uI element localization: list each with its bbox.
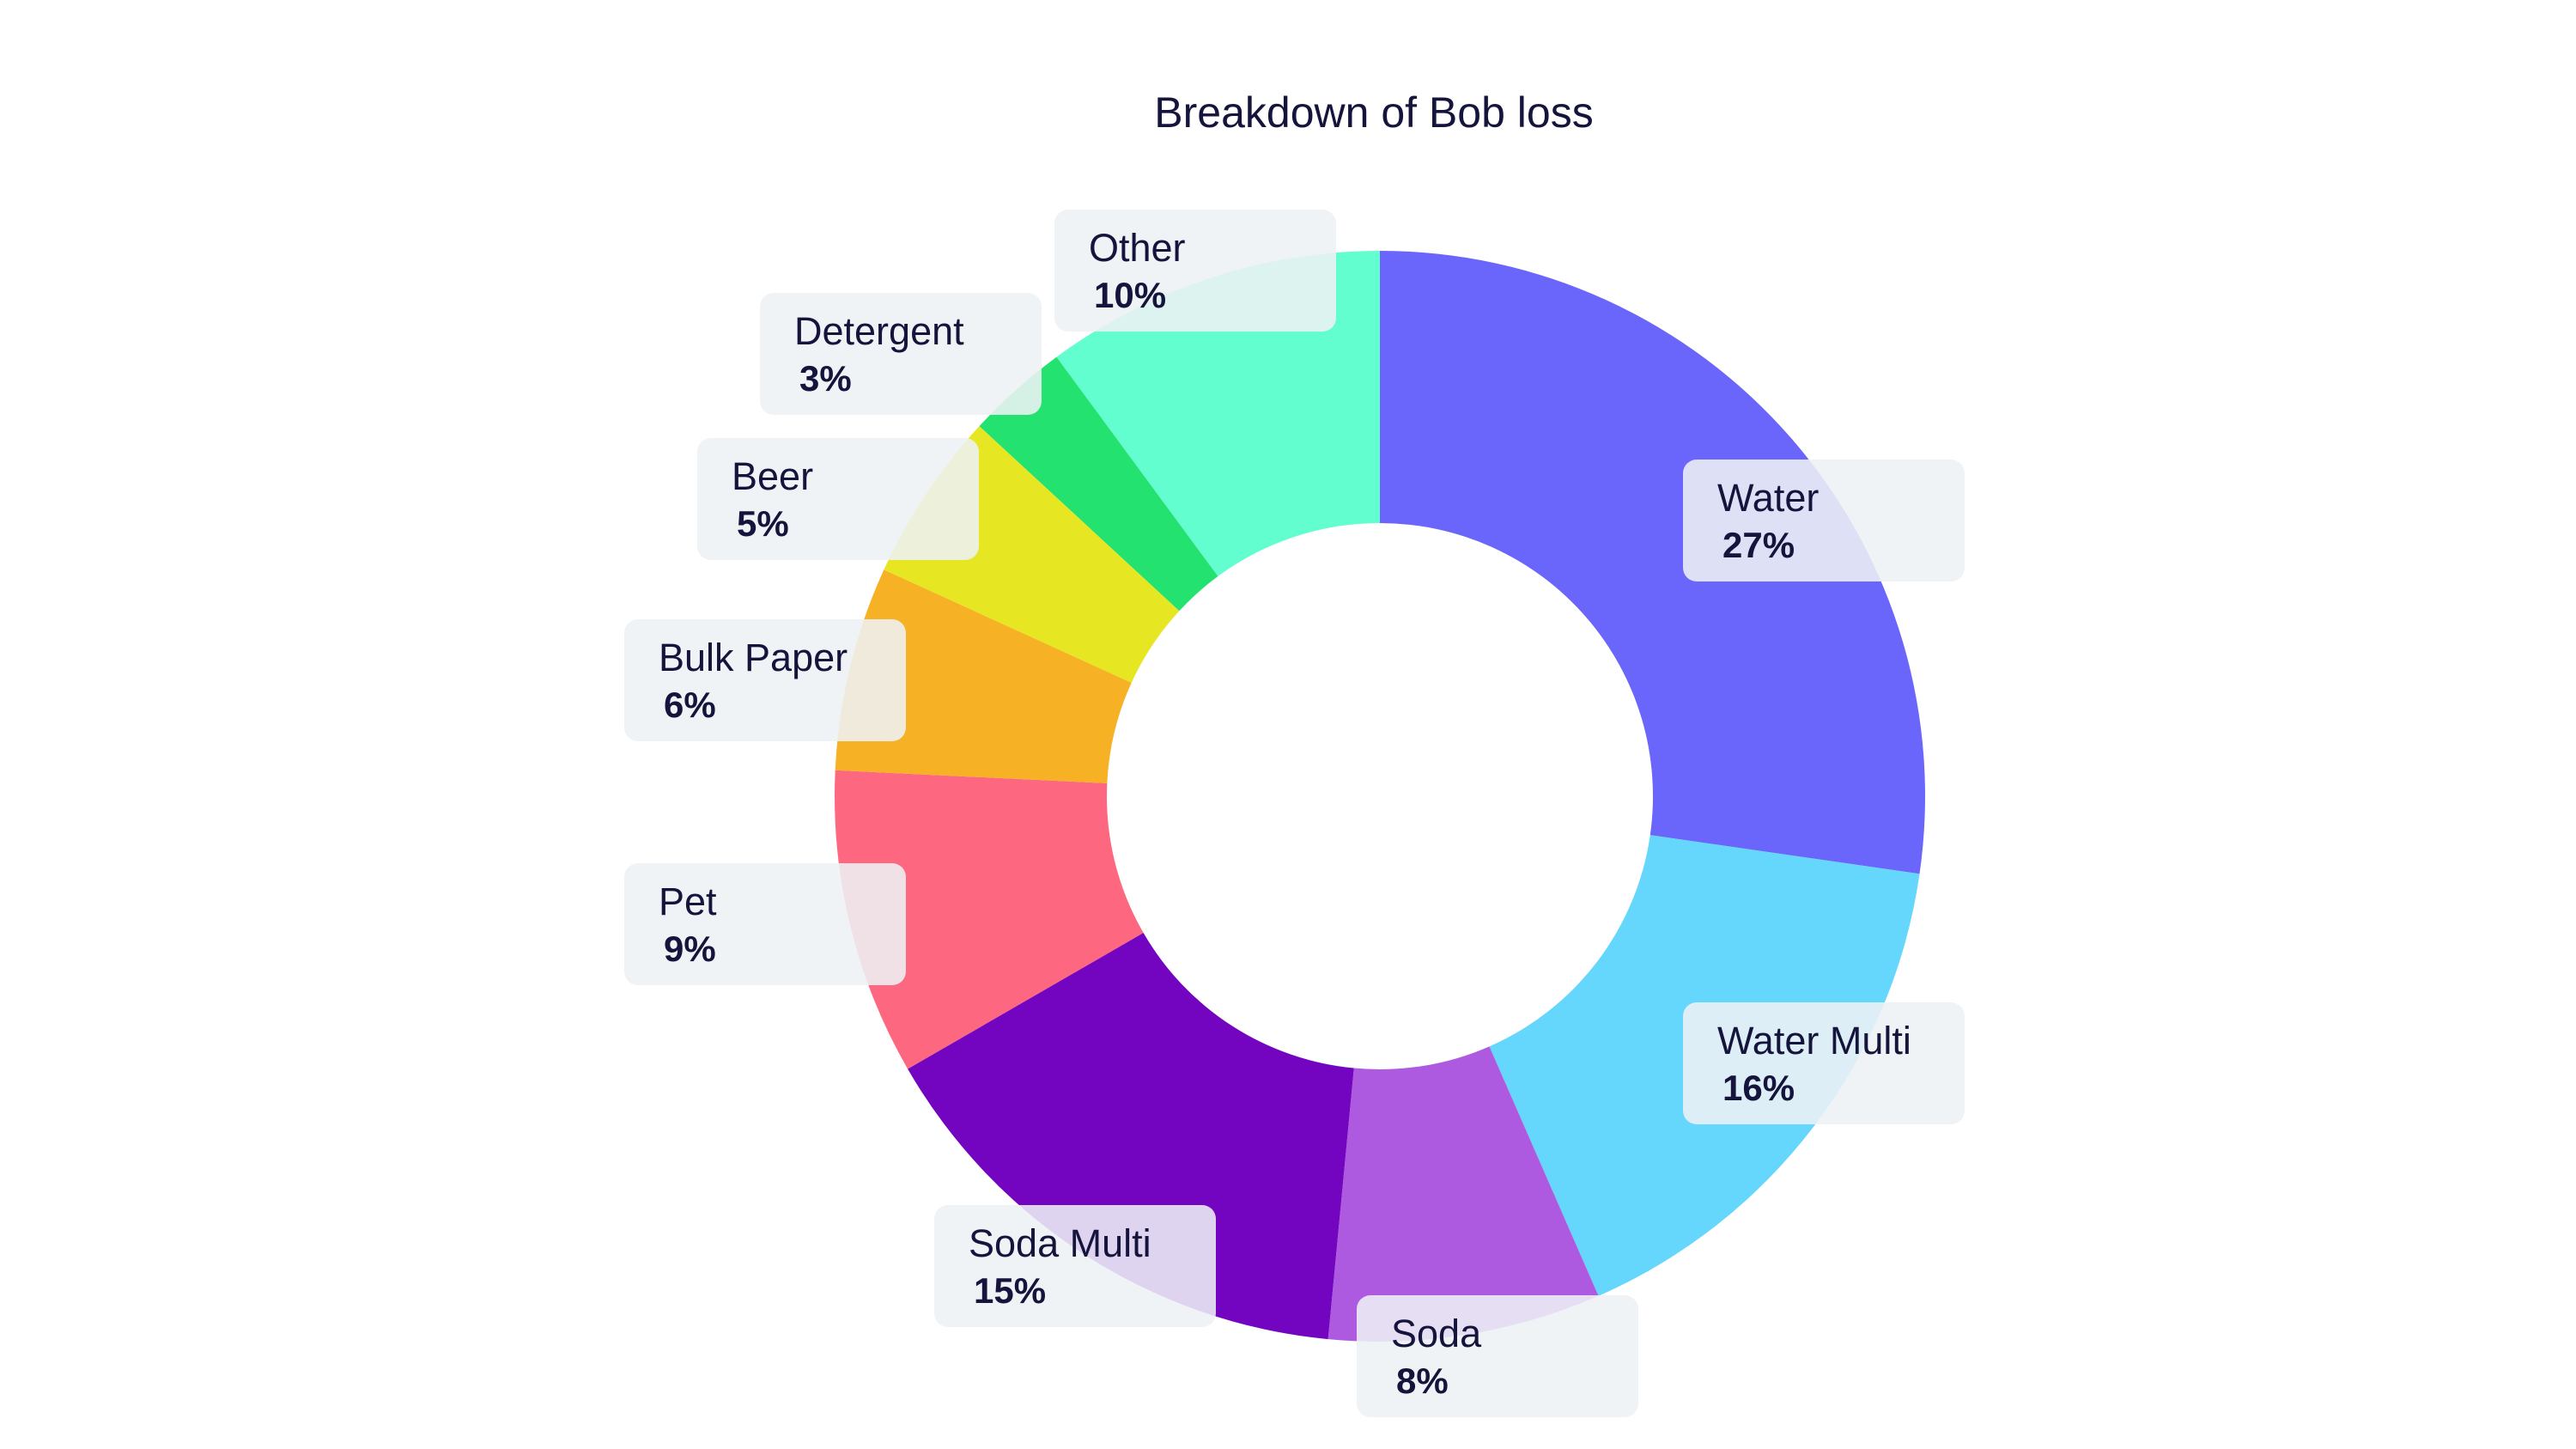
slice-value: 6% xyxy=(664,685,716,725)
data-label-beer: Beer 5% xyxy=(697,438,979,560)
data-label-bulk-paper: Bulk Paper 6% xyxy=(624,619,906,741)
slice-pet[interactable] xyxy=(834,770,1144,1069)
label-card xyxy=(624,863,906,985)
data-label-water: Water 27% xyxy=(1683,460,1965,581)
slice-label: Soda xyxy=(1391,1312,1482,1355)
slice-label: Water Multi xyxy=(1717,1019,1911,1062)
slice-value: 8% xyxy=(1396,1361,1449,1401)
label-card xyxy=(697,438,979,560)
label-card xyxy=(1357,1295,1638,1417)
chart-title: Breakdown of Bob loss xyxy=(1154,88,1593,137)
slice-value: 5% xyxy=(737,503,789,544)
slice-label: Pet xyxy=(659,880,717,923)
label-card xyxy=(624,619,906,741)
slice-value: 9% xyxy=(664,928,716,969)
slice-value: 3% xyxy=(799,358,852,399)
slice-bulk-paper[interactable] xyxy=(835,569,1132,783)
slice-label: Other xyxy=(1089,226,1186,270)
slice-other[interactable] xyxy=(1056,251,1380,576)
label-card xyxy=(934,1205,1216,1327)
slice-value: 27% xyxy=(1722,525,1795,565)
labels-layer: Water 27% Water Multi 16% Soda 8% Soda Multi 15… xyxy=(624,210,1965,1417)
label-card xyxy=(1683,460,1965,581)
slice-value: 15% xyxy=(974,1270,1046,1311)
label-card xyxy=(1054,210,1336,332)
slice-label: Beer xyxy=(732,454,813,498)
slice-value: 10% xyxy=(1094,275,1166,315)
data-label-pet: Pet 9% xyxy=(624,863,906,985)
slice-label: Bulk Paper xyxy=(659,636,848,679)
slice-label: Water xyxy=(1717,476,1819,520)
data-label-other: Other 10% xyxy=(1054,210,1336,332)
data-label-detergent: Detergent 3% xyxy=(760,293,1042,415)
label-card xyxy=(1683,1002,1965,1124)
slice-soda-multi[interactable] xyxy=(908,933,1354,1340)
data-label-soda-multi: Soda Multi 15% xyxy=(934,1205,1216,1327)
slice-value: 16% xyxy=(1722,1068,1795,1108)
slice-label: Detergent xyxy=(794,309,964,353)
slice-water[interactable] xyxy=(1380,251,1925,874)
data-label-soda: Soda 8% xyxy=(1357,1295,1638,1417)
slice-label: Soda Multi xyxy=(969,1221,1151,1265)
data-label-water-multi: Water Multi 16% xyxy=(1683,1002,1965,1124)
slice-soda[interactable] xyxy=(1327,1046,1599,1342)
label-card xyxy=(760,293,1042,415)
slice-detergent[interactable] xyxy=(979,356,1218,612)
